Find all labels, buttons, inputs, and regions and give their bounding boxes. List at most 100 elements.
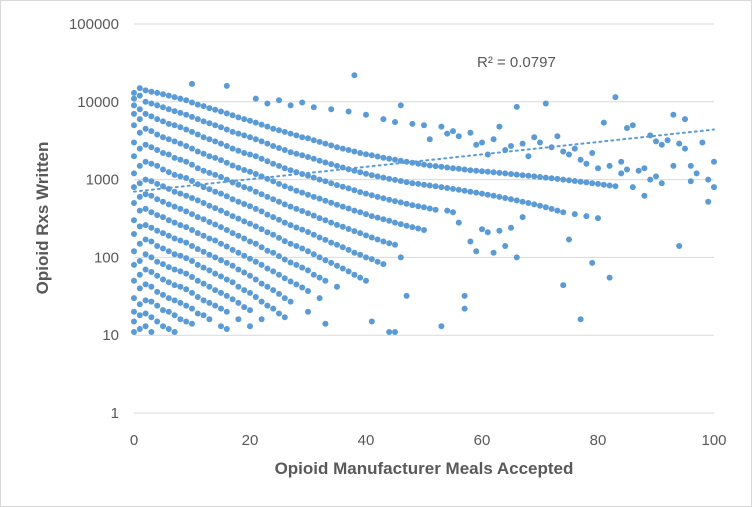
data-point (142, 158, 149, 165)
data-point (247, 203, 253, 210)
data-point (508, 143, 514, 149)
data-point (351, 148, 358, 155)
data-point (299, 134, 306, 141)
data-point (142, 87, 149, 94)
data-point (432, 183, 439, 190)
data-point (276, 127, 282, 134)
data-point (200, 232, 207, 239)
data-point (687, 178, 694, 185)
data-point (455, 186, 462, 193)
data-point (131, 89, 137, 96)
data-point (299, 152, 306, 159)
data-point (641, 165, 648, 172)
data-point (247, 289, 253, 296)
data-point (165, 151, 172, 158)
data-point (450, 185, 456, 192)
data-point (368, 234, 375, 241)
data-point (426, 182, 433, 189)
data-point (351, 207, 358, 214)
data-point (392, 156, 398, 163)
data-point (252, 223, 259, 230)
data-point (183, 318, 190, 325)
y-tick-label: 10000 (77, 94, 119, 111)
data-point (131, 217, 137, 224)
data-point (194, 261, 201, 268)
data-point (264, 211, 271, 218)
data-point (554, 133, 561, 140)
data-point (258, 280, 265, 287)
data-point (131, 122, 137, 129)
data-point (154, 243, 161, 249)
data-point (148, 329, 155, 335)
data-point (438, 184, 445, 191)
data-point (264, 193, 271, 200)
data-point (508, 196, 514, 203)
data-point (653, 173, 659, 180)
data-point (142, 323, 149, 330)
data-point (252, 240, 259, 247)
data-point (183, 255, 190, 262)
data-point (177, 95, 184, 102)
data-point (368, 192, 375, 199)
data-point (171, 266, 178, 273)
data-point (473, 167, 480, 174)
data-point (142, 310, 149, 317)
data-point (357, 274, 364, 281)
data-point (287, 102, 294, 109)
data-point (479, 190, 485, 197)
data-point (264, 265, 271, 272)
data-point (235, 130, 242, 137)
data-point (241, 269, 248, 276)
data-point (189, 113, 195, 120)
data-point (218, 207, 224, 214)
data-point (583, 179, 590, 186)
data-point (200, 134, 207, 141)
data-point (473, 248, 480, 255)
data-point (136, 285, 143, 292)
data-point (693, 170, 700, 177)
data-point (322, 257, 329, 264)
data-point (264, 123, 271, 130)
data-point (194, 277, 201, 284)
data-point (235, 232, 242, 239)
data-point (606, 162, 613, 169)
data-point (461, 166, 468, 173)
data-point (171, 312, 178, 319)
data-point (194, 101, 201, 108)
data-point (160, 91, 166, 98)
data-point (258, 226, 265, 233)
data-point (589, 180, 596, 187)
data-point (183, 208, 190, 215)
data-point (293, 261, 300, 268)
data-point (357, 150, 364, 156)
data-point (444, 185, 451, 191)
data-point (363, 232, 369, 239)
data-point (189, 320, 195, 327)
data-points (131, 72, 717, 335)
data-point (409, 120, 416, 127)
data-point (699, 139, 706, 146)
data-point (276, 145, 282, 151)
data-point (206, 186, 213, 193)
data-point (281, 314, 288, 321)
data-point (334, 201, 340, 208)
data-point (229, 230, 236, 237)
data-point (194, 310, 201, 317)
data-point (618, 158, 625, 165)
data-point (131, 184, 137, 191)
data-point (299, 245, 306, 252)
data-point (136, 92, 143, 99)
data-point (508, 171, 514, 177)
data-point (380, 216, 387, 223)
data-point (223, 143, 230, 149)
data-point (235, 299, 242, 306)
data-point (194, 294, 201, 300)
data-point (351, 72, 358, 79)
data-point (212, 122, 219, 129)
data-point (351, 271, 358, 278)
data-point (287, 222, 294, 229)
data-point (218, 323, 224, 330)
data-point (560, 148, 567, 155)
x-axis-title: Opioid Manufacturer Meals Accepted (275, 459, 574, 478)
data-point (316, 215, 323, 222)
